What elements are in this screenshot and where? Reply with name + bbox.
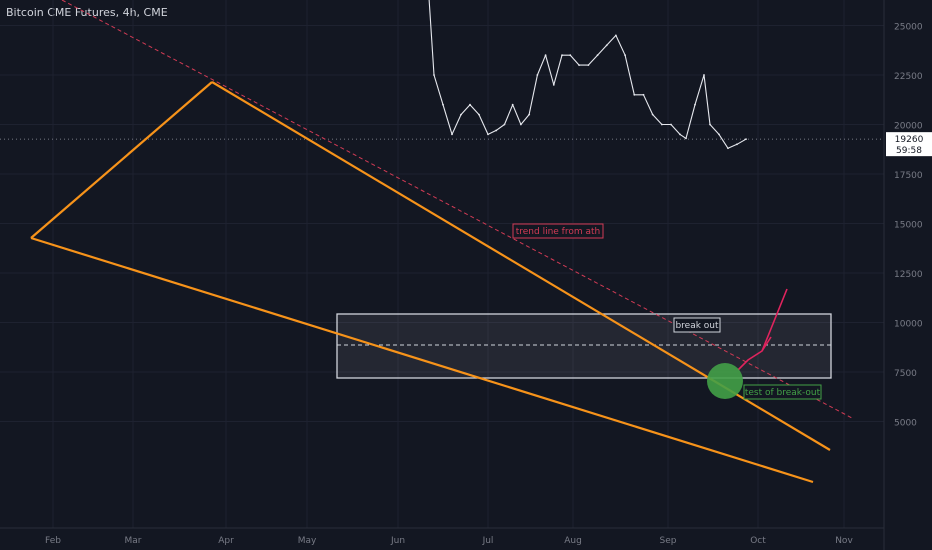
price-point bbox=[433, 74, 435, 76]
price-point bbox=[552, 84, 555, 86]
rally-trendline bbox=[30, 81, 213, 239]
annotations: trend line from ath break out test of brea… bbox=[512, 223, 822, 400]
projection-path bbox=[737, 288, 788, 371]
y-tick-label: 5000 bbox=[894, 419, 917, 429]
price-point bbox=[561, 54, 563, 57]
price-point bbox=[528, 113, 531, 116]
y-tick-label: 17500 bbox=[894, 171, 923, 181]
price-point bbox=[685, 137, 687, 140]
price-point bbox=[578, 64, 581, 66]
price-point bbox=[460, 113, 462, 116]
last-price-label: 19260 bbox=[895, 135, 924, 145]
range-box bbox=[336, 313, 832, 379]
chart-title: Bitcoin CME Futures, 4h, CME bbox=[6, 6, 168, 19]
trend-line-label-box bbox=[512, 223, 604, 239]
y-tick-label: 22500 bbox=[894, 72, 923, 82]
price-point bbox=[642, 93, 645, 96]
x-tick-label: Aug bbox=[564, 536, 582, 546]
last-price-tag bbox=[886, 132, 932, 157]
break-out-label-box bbox=[673, 317, 721, 333]
x-tick-label: May bbox=[298, 536, 317, 546]
y-tick-label: 10000 bbox=[894, 320, 923, 330]
y-tick-label: 15000 bbox=[894, 221, 923, 231]
y-tick-label: 12500 bbox=[894, 270, 923, 280]
projection-path-segment bbox=[761, 336, 772, 352]
test-breakout-label: test of break-out bbox=[745, 388, 821, 398]
price-point bbox=[495, 129, 498, 132]
price-point bbox=[487, 133, 489, 136]
y-axis[interactable]: 5500052500500004750045000425004000037500… bbox=[886, 0, 932, 429]
price-point bbox=[624, 54, 626, 57]
y-tick-label: 7500 bbox=[894, 369, 917, 379]
price-point bbox=[718, 133, 720, 136]
trend-line-label: trend line from ath bbox=[516, 227, 601, 237]
grid-lines bbox=[0, 0, 885, 550]
price-point bbox=[503, 123, 506, 126]
test-breakout-label-box bbox=[743, 384, 822, 400]
price-point bbox=[478, 113, 480, 116]
price-point bbox=[727, 147, 729, 150]
price-point bbox=[736, 143, 738, 146]
x-tick-label: Jul bbox=[482, 536, 494, 546]
price-point bbox=[694, 103, 696, 106]
y-tick-label: 20000 bbox=[894, 122, 923, 132]
ath-trendline-dashed bbox=[61, 0, 853, 419]
y-tick-label: 25000 bbox=[894, 23, 923, 33]
price-point bbox=[651, 113, 654, 116]
price-point bbox=[670, 123, 672, 126]
price-point bbox=[587, 64, 590, 66]
price-point bbox=[469, 103, 471, 106]
price-line bbox=[428, 0, 747, 149]
price-point bbox=[442, 103, 444, 106]
x-tick-label: Oct bbox=[750, 536, 766, 546]
test-circle bbox=[707, 363, 743, 399]
price-point bbox=[709, 123, 711, 126]
price-point bbox=[660, 123, 663, 126]
price-point bbox=[745, 138, 747, 141]
price-point bbox=[605, 44, 608, 47]
price-point bbox=[451, 133, 453, 136]
x-tick-label: Nov bbox=[835, 536, 853, 546]
price-series bbox=[428, 0, 747, 150]
wedge-lower-line bbox=[30, 236, 814, 484]
x-tick-label: Mar bbox=[125, 536, 142, 546]
wedge-upper-line bbox=[211, 81, 831, 451]
price-point bbox=[544, 54, 547, 57]
price-point bbox=[679, 133, 681, 136]
break-out-label: break out bbox=[675, 321, 719, 331]
price-point bbox=[536, 74, 539, 76]
price-point bbox=[511, 103, 514, 106]
price-point bbox=[596, 54, 599, 57]
x-tick-label: Sep bbox=[660, 536, 677, 546]
x-tick-label: Jun bbox=[390, 536, 405, 546]
price-point bbox=[569, 54, 572, 57]
countdown-label: 59:58 bbox=[896, 146, 922, 156]
price-point bbox=[703, 74, 705, 76]
x-tick-label: Apr bbox=[218, 536, 234, 546]
price-point bbox=[633, 93, 636, 96]
consolidation-range bbox=[336, 313, 832, 379]
x-axis: Feb Mar Apr May Jun Jul Aug Sep Oct Nov bbox=[45, 536, 853, 546]
price-point bbox=[615, 34, 617, 37]
x-tick-label: Feb bbox=[45, 536, 61, 546]
price-point bbox=[520, 123, 522, 126]
